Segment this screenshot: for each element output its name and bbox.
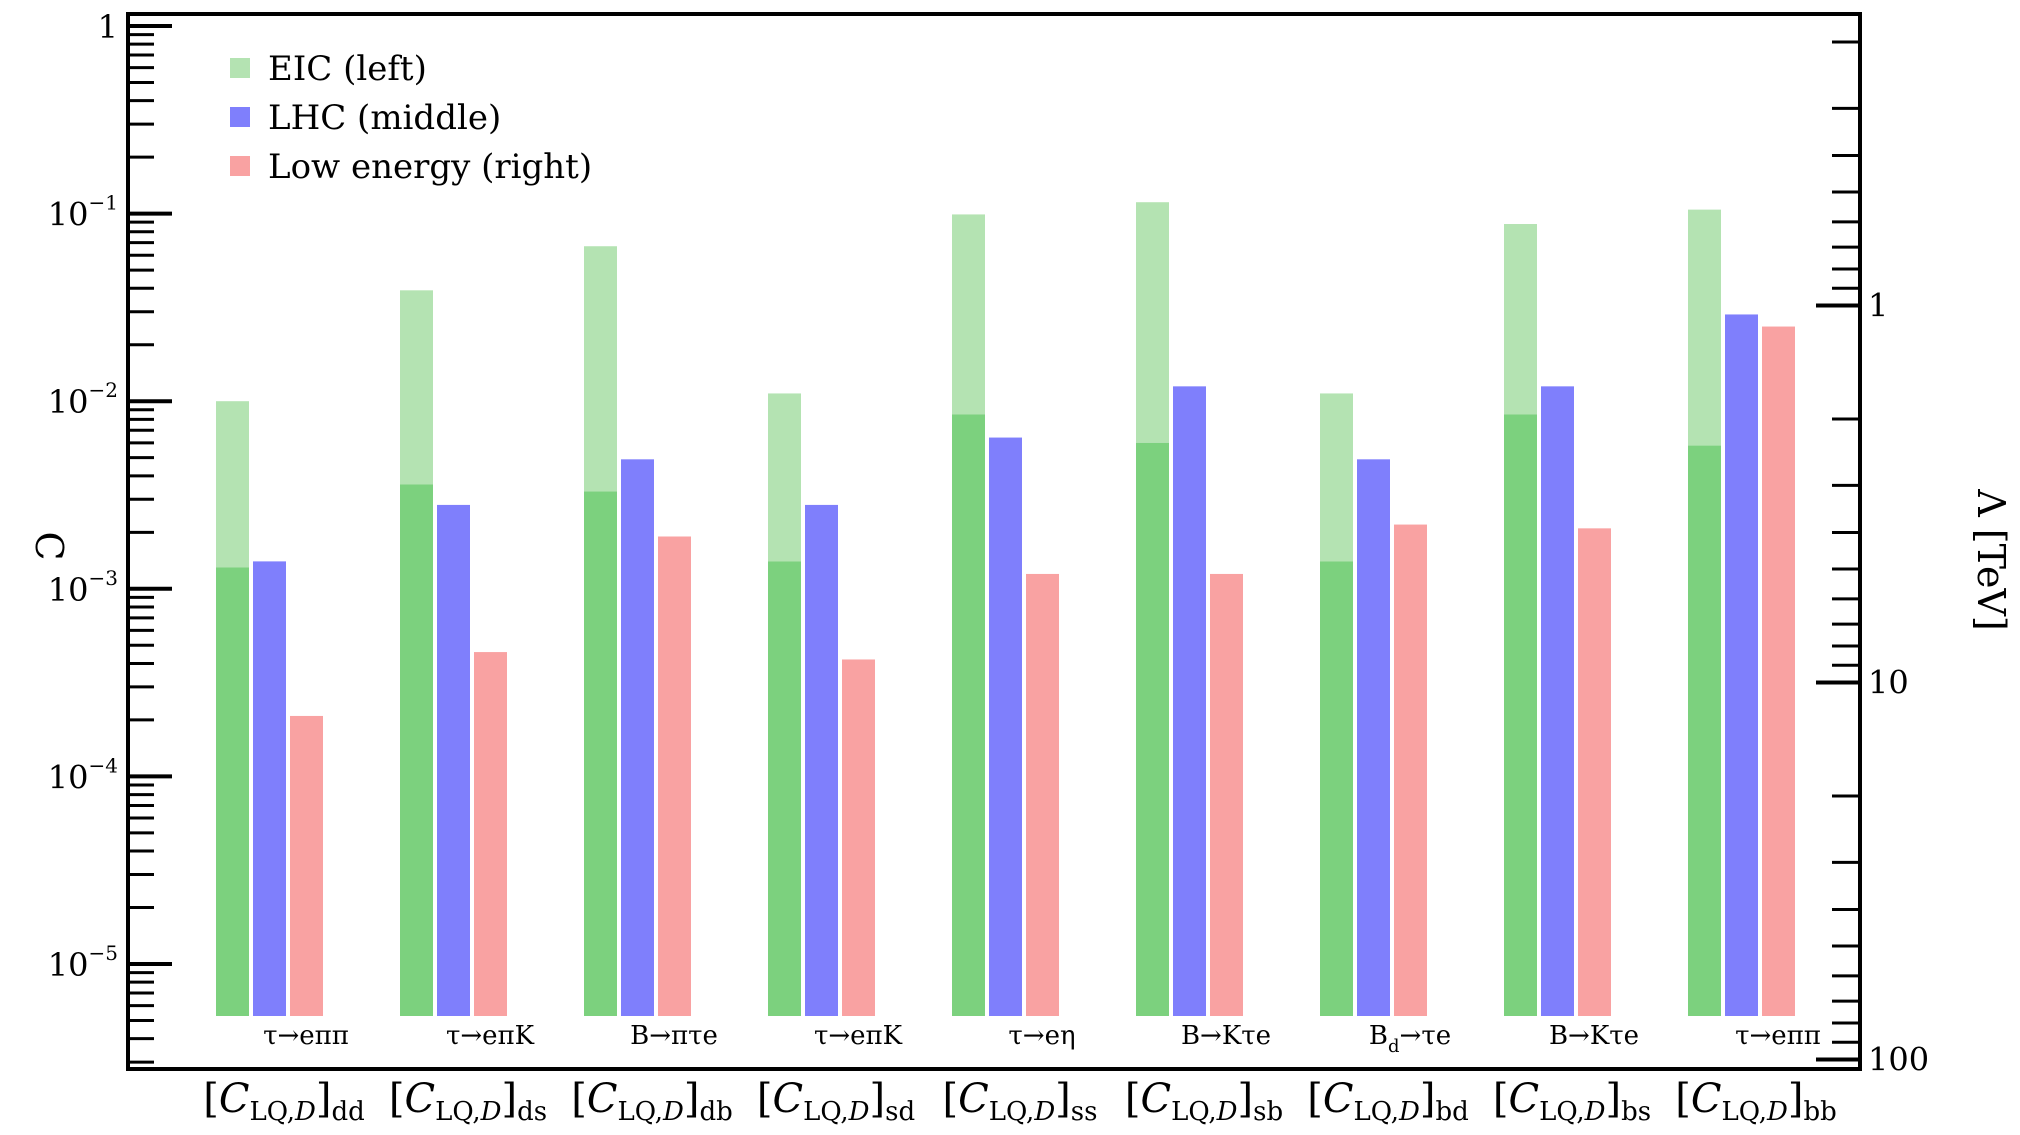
process-labels: τ→eππ τ→eπK B→πτe τ→eπK τ→eη B→Kτe Bd→τe B→Kτe τ… <box>263 1021 1821 1057</box>
bar-eic-sd <box>768 561 801 1016</box>
bar-eic-range-bd <box>1320 393 1353 562</box>
process-label: B→Kτe <box>1549 1021 1639 1051</box>
legend-swatch <box>230 58 250 78</box>
bar-eic-range-bs <box>1504 224 1537 415</box>
bar-low-energy-ds <box>474 652 507 1016</box>
bar-eic-range-ds <box>400 290 433 485</box>
bar-low-energy-sb <box>1210 573 1243 1016</box>
process-label: τ→eπK <box>814 1021 903 1051</box>
y-tick-label: 1 <box>98 8 118 46</box>
y-tick-label: 10−3 <box>48 566 118 609</box>
left-axis: 1 10−1 10−2 10−3 10−4 10−5 <box>48 8 172 1064</box>
process-label: Bd→τe <box>1369 1021 1451 1057</box>
legend-swatch <box>230 107 250 127</box>
category-label-sb: [CLQ,D]sb <box>1125 1076 1283 1127</box>
y-tick-label: 10−5 <box>48 941 118 984</box>
plot-frame <box>126 12 1862 1071</box>
category-label-ds: [CLQ,D]ds <box>389 1076 547 1127</box>
y-tick-label: 10−2 <box>48 378 118 421</box>
legend-label: EIC (left) <box>268 49 427 89</box>
legend-label: Low energy (right) <box>268 147 592 187</box>
process-label: B→πτe <box>630 1021 718 1051</box>
process-label: τ→eππ <box>263 1021 349 1051</box>
bar-low-energy-bb <box>1762 326 1795 1016</box>
category-label-bs: [CLQ,D]bs <box>1493 1076 1651 1127</box>
bar-lhc-ds <box>437 504 470 1016</box>
category-label-bd: [CLQ,D]bd <box>1307 1076 1469 1127</box>
bar-eic-dd <box>216 567 249 1016</box>
legend-label: LHC (middle) <box>268 98 501 138</box>
bar-eic-range-dd <box>216 401 249 568</box>
bar-lhc-bd <box>1357 459 1390 1016</box>
bar-lhc-ss <box>989 437 1022 1016</box>
bar-eic-range-sd <box>768 393 801 562</box>
y-tick-label: 10−4 <box>48 753 118 796</box>
bar-lhc-bs <box>1541 386 1574 1017</box>
y-axis-label: C <box>27 531 71 560</box>
bar-low-energy-sd <box>842 659 875 1016</box>
bar-eic-range-bb <box>1688 209 1721 446</box>
bar-eic-bd <box>1320 561 1353 1016</box>
bar-lhc-bb <box>1725 314 1758 1017</box>
bar-eic-range-db <box>584 246 617 492</box>
process-label: τ→eππ <box>1735 1021 1821 1051</box>
bar-lhc-dd <box>253 561 286 1016</box>
right-axis-label: Λ [TeV] <box>1969 488 2013 631</box>
right-tick-label: 10 <box>1868 664 1909 702</box>
bar-eic-range-sb <box>1136 202 1169 443</box>
process-label: τ→eπK <box>446 1021 535 1051</box>
bar-eic-sb <box>1136 442 1169 1016</box>
legend-swatch <box>230 156 250 176</box>
category-labels: [CLQ,D]dd [CLQ,D]ds [CLQ,D]db [CLQ,D]sd [CLQ… <box>203 1076 1837 1127</box>
bar-lhc-db <box>621 459 654 1016</box>
category-label-sd: [CLQ,D]sd <box>757 1076 915 1127</box>
right-axis: 1 10 100 <box>1816 40 1929 1079</box>
bar-eic-range-ss <box>952 214 985 415</box>
bar-lhc-sb <box>1173 386 1206 1017</box>
bar-low-energy-bs <box>1578 528 1611 1016</box>
category-label-dd: [CLQ,D]dd <box>203 1076 365 1127</box>
process-label: τ→eη <box>1008 1021 1075 1051</box>
right-tick-label: 100 <box>1868 1041 1929 1079</box>
bar-low-energy-db <box>658 536 691 1016</box>
bar-low-energy-dd <box>290 715 323 1016</box>
category-label-bb: [CLQ,D]bb <box>1675 1076 1837 1127</box>
right-tick-label: 1 <box>1868 287 1888 325</box>
bar-lhc-sd <box>805 504 838 1016</box>
bars-layer <box>216 202 1795 1017</box>
bar-low-energy-ss <box>1026 573 1059 1016</box>
legend: EIC (left) LHC (middle) Low energy (right) <box>230 49 592 187</box>
category-label-ss: [CLQ,D]ss <box>943 1076 1098 1127</box>
process-label: B→Kτe <box>1181 1021 1271 1051</box>
bar-eic-ss <box>952 414 985 1016</box>
bar-eic-bb <box>1688 445 1721 1016</box>
bar-low-energy-bd <box>1394 524 1427 1016</box>
category-label-db: [CLQ,D]db <box>571 1076 733 1127</box>
y-tick-label: 10−1 <box>48 191 118 234</box>
bar-eic-db <box>584 491 617 1016</box>
bar-eic-bs <box>1504 414 1537 1016</box>
bar-eic-ds <box>400 484 433 1017</box>
